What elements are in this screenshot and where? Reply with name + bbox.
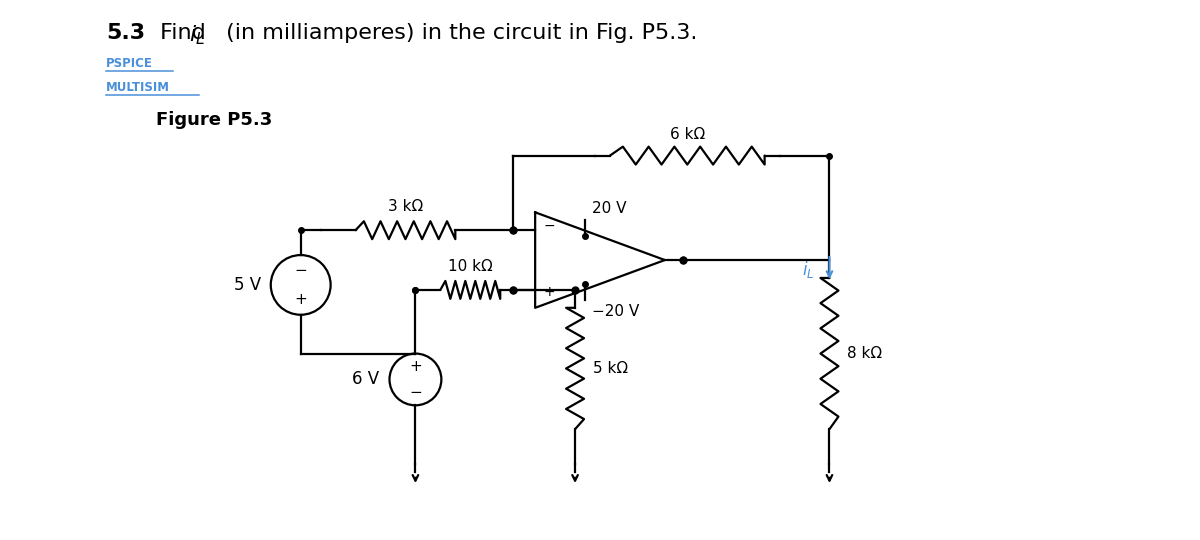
Text: 20 V: 20 V [592,201,626,217]
Text: 10 kΩ: 10 kΩ [448,259,493,274]
Text: 8 kΩ: 8 kΩ [847,346,882,361]
Text: 3 kΩ: 3 kΩ [388,199,424,214]
Text: −: − [294,262,307,278]
Text: 5 V: 5 V [234,276,260,294]
Text: PSPICE: PSPICE [106,57,154,70]
Text: (in milliamperes) in the circuit in Fig. P5.3.: (in milliamperes) in the circuit in Fig.… [218,23,697,43]
Text: −: − [544,219,554,233]
Text: Find: Find [154,23,212,43]
Text: 5 kΩ: 5 kΩ [593,361,628,376]
Text: +: + [294,292,307,307]
Text: −: − [409,385,422,400]
Text: Figure P5.3: Figure P5.3 [156,111,272,129]
Text: +: + [544,285,554,299]
Text: $i_L$: $i_L$ [802,259,815,280]
Text: 6 V: 6 V [353,370,379,388]
Text: −20 V: −20 V [592,304,640,319]
Text: +: + [409,359,422,374]
Text: 5.3: 5.3 [106,23,145,43]
Text: MULTISIM: MULTISIM [106,81,170,94]
Text: 6 kΩ: 6 kΩ [670,127,704,141]
Text: $i_L$: $i_L$ [188,23,205,47]
